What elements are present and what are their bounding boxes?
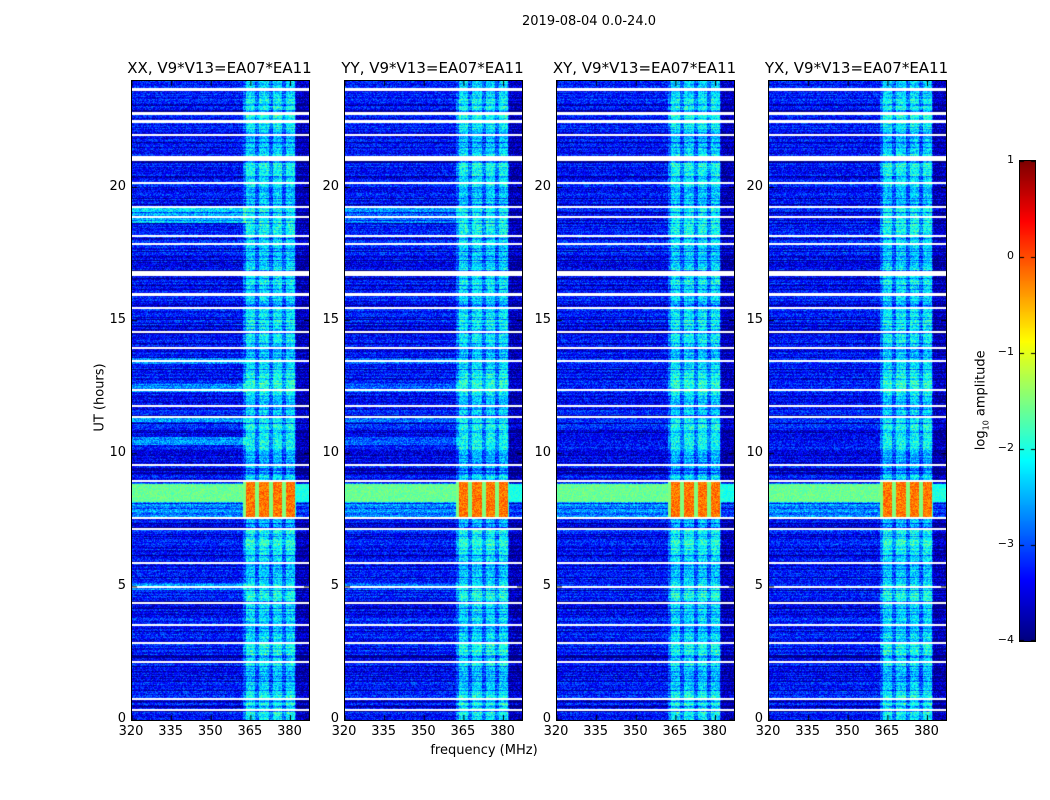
y-tick-label: 15 <box>109 311 126 327</box>
x-tick-label: 365 <box>662 724 688 739</box>
x-tick-label: 365 <box>237 724 263 739</box>
y-tick-label: 0 <box>542 711 551 726</box>
colorbar-tick-label: 0 <box>1007 249 1014 262</box>
y-tick-label: 5 <box>330 577 339 593</box>
colorbar-label-main: log <box>973 430 989 451</box>
y-tick-label: 0 <box>117 711 126 726</box>
x-axis-label: frequency (MHz) <box>430 743 538 758</box>
y-tick-label: 10 <box>534 444 551 460</box>
x-tick-label: 380 <box>490 724 515 739</box>
y-tick-label: 10 <box>109 444 126 460</box>
x-tick-label: 365 <box>450 724 476 739</box>
y-tick-label: 20 <box>322 178 339 194</box>
x-tick-label: 320 <box>118 724 144 739</box>
y-tick-label: 0 <box>754 711 763 726</box>
y-tick-label: 20 <box>534 178 551 194</box>
x-tick-label: 335 <box>583 724 609 739</box>
y-tick-label: 15 <box>322 311 339 327</box>
y-tick-label: 5 <box>117 577 126 593</box>
colorbar-label: log10 amplitude <box>974 350 991 450</box>
x-tick-label: 350 <box>834 724 860 739</box>
heatmap-xy <box>556 80 735 721</box>
colorbar-label-rest: amplitude <box>973 350 989 421</box>
y-tick-label: 15 <box>534 311 551 327</box>
x-tick-label: 380 <box>914 724 939 739</box>
y-axis-label: UT (hours) <box>92 363 108 432</box>
y-tick-label: 15 <box>746 311 763 327</box>
x-tick-label: 365 <box>874 724 900 739</box>
y-tick-label: 10 <box>746 444 763 460</box>
heatmap-yy <box>344 80 523 721</box>
x-tick-label: 335 <box>371 724 397 739</box>
y-tick-label: 5 <box>542 577 551 593</box>
y-tick-label: 10 <box>322 444 339 460</box>
y-tick-label: 5 <box>754 577 763 593</box>
colorbar-tick-label: 1 <box>1007 153 1014 166</box>
x-tick-label: 320 <box>755 724 781 739</box>
y-tick-label: 20 <box>746 178 763 194</box>
figure-title: 2019-08-04 0.0-24.0 <box>522 14 656 29</box>
y-tick-label: 0 <box>330 711 339 726</box>
colorbar-tick-label: −2 <box>997 441 1014 454</box>
x-tick-label: 320 <box>331 724 357 739</box>
panel-title-yy: YY, V9*V13=EA07*EA11 <box>341 59 524 77</box>
panel-title-xy: XY, V9*V13=EA07*EA11 <box>552 59 737 77</box>
x-tick-label: 380 <box>702 724 727 739</box>
x-tick-label: 335 <box>795 724 821 739</box>
colorbar-tick-label: −4 <box>997 633 1014 646</box>
x-tick-label: 380 <box>277 724 302 739</box>
heatmap-xx <box>131 80 310 721</box>
y-tick-label: 20 <box>109 178 126 194</box>
colorbar-tick-label: −1 <box>997 345 1014 358</box>
x-tick-label: 320 <box>543 724 569 739</box>
colorbar <box>1019 160 1036 642</box>
x-tick-label: 350 <box>622 724 648 739</box>
x-tick-label: 350 <box>410 724 436 739</box>
heatmap-yx <box>768 80 947 721</box>
panel-title-yx: YX, V9*V13=EA07*EA11 <box>764 59 949 77</box>
x-tick-label: 350 <box>197 724 223 739</box>
colorbar-tick-label: −3 <box>997 537 1014 550</box>
x-tick-label: 335 <box>158 724 184 739</box>
colorbar-label-sub: 10 <box>981 420 991 431</box>
panel-title-xx: XX, V9*V13=EA07*EA11 <box>127 59 312 77</box>
